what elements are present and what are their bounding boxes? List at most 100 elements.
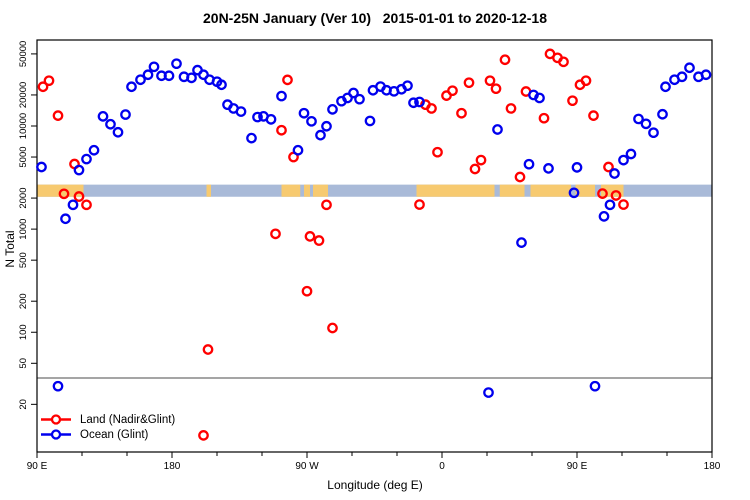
scatter-point-land [447, 85, 458, 97]
scatter-point-land [432, 146, 443, 158]
scatter-point-land [580, 75, 592, 87]
scatter-point-land [304, 231, 316, 242]
scatter-point-land [301, 285, 313, 297]
scatter-point-land [588, 110, 599, 121]
scatter-point-ocean [163, 70, 175, 82]
map-band-land [499, 184, 525, 197]
map-band-land [313, 184, 328, 197]
scatter-point-land [514, 171, 526, 183]
scatter-point-land [499, 54, 511, 66]
y-tick-label: 2000 [18, 188, 29, 209]
scatter-point-land [313, 235, 325, 246]
scatter-point-ocean [364, 115, 376, 127]
scatter-point-land [270, 228, 281, 240]
scatter-point-ocean [660, 81, 671, 93]
y-tick-label: 50 [18, 358, 29, 369]
scatter-point-ocean [523, 158, 535, 170]
scatter-point-land [567, 95, 578, 107]
scatter-point-ocean [543, 163, 554, 174]
scatter-point-ocean [414, 96, 425, 108]
scatter-point-ocean [657, 108, 668, 120]
scatter-point-land [505, 103, 517, 114]
scatter-point-ocean [112, 126, 124, 138]
x-tick-label: 180 [704, 461, 721, 472]
scatter-point-land [202, 344, 214, 355]
y-tick-label: 500 [18, 252, 29, 268]
scatter-point-ocean [571, 162, 583, 173]
scatter-point-land [456, 107, 467, 119]
scatter-point-ocean [97, 111, 109, 122]
legend-label-land: Land (Nadir&Glint) [80, 413, 176, 426]
scatter-point-ocean [235, 106, 247, 117]
scatter-point-ocean [60, 213, 71, 225]
y-tick-label: 10000 [18, 113, 29, 139]
scatter-point-ocean [246, 132, 257, 144]
scatter-point-land [37, 81, 49, 93]
scatter-point-land [73, 191, 85, 202]
scatter-point-land [198, 430, 209, 441]
scatter-point-land [610, 190, 622, 201]
scatter-point-ocean [534, 92, 545, 104]
scatter-point-land [321, 199, 332, 211]
map-band-land [206, 184, 211, 197]
x-tick-label: 90 E [567, 461, 588, 472]
y-tick-label: 20 [18, 399, 29, 410]
scatter-point-ocean [292, 144, 304, 156]
scatter-point-ocean [36, 161, 47, 173]
map-band-land [530, 184, 571, 197]
scatter-point-ocean [402, 80, 413, 92]
scatter-point-land [327, 322, 338, 334]
scatter-point-ocean [589, 380, 601, 392]
scatter-point-ocean [604, 199, 616, 211]
scatter-point-ocean [276, 90, 287, 102]
scatter-point-ocean [186, 72, 197, 84]
scatter-point-land [538, 112, 550, 124]
scatter-point-ocean [609, 168, 620, 179]
scatter-point-ocean [618, 154, 629, 166]
y-tick-label: 5000 [18, 146, 29, 167]
scatter-point-land [463, 77, 475, 89]
scatter-point-ocean [88, 144, 100, 156]
scatter-point-ocean [348, 87, 359, 99]
scatter-point-ocean [408, 97, 419, 109]
scatter-point-ocean [648, 127, 659, 139]
scatter-point-ocean [492, 124, 503, 135]
scatter-point-ocean [148, 61, 160, 73]
map-band-land [281, 184, 301, 197]
y-tick-label: 1000 [18, 219, 29, 240]
scatter-point-land [414, 199, 425, 210]
scatter-point-ocean [265, 113, 277, 125]
y-tick-label: 200 [18, 293, 29, 309]
scatter-point-land [558, 56, 569, 68]
scatter-point-land [282, 74, 293, 86]
scatter-point-ocean [52, 380, 64, 392]
scatter-point-land [81, 199, 92, 211]
y-tick-label: 50000 [18, 41, 29, 67]
scatter-point-ocean [327, 103, 338, 115]
scatter-point-land [43, 75, 55, 87]
scatter-point-ocean [676, 71, 688, 83]
x-tick-label: 0 [439, 461, 445, 472]
scatter-point-ocean [298, 107, 310, 119]
map-band-land [416, 184, 495, 197]
x-axis-title: Longitude (deg E) [327, 478, 423, 492]
scatter-point-land [475, 154, 487, 166]
scatter-point-ocean [568, 187, 580, 199]
scatter-point-land [426, 103, 437, 114]
scatter-point-ocean [321, 120, 332, 132]
y-tick-label: 20000 [18, 82, 29, 108]
legend-item-ocean: Ocean (Glint) [40, 427, 175, 442]
scatter-point-land [276, 124, 287, 136]
legend-item-land: Land (Nadir&Glint) [40, 412, 175, 427]
ocean-series-marker-icon [41, 429, 71, 440]
scatter-point-ocean [684, 62, 695, 74]
scatter-point-ocean [625, 148, 637, 160]
chart-title: 20N-25N January (Ver 10) 2015-01-01 to 2… [203, 10, 547, 26]
scatter-point-ocean [354, 93, 365, 105]
scatter-point-ocean [142, 69, 154, 81]
scatter-point-ocean [73, 164, 85, 176]
x-tick-label: 90 W [295, 461, 319, 472]
scatter-point-land [52, 110, 64, 121]
